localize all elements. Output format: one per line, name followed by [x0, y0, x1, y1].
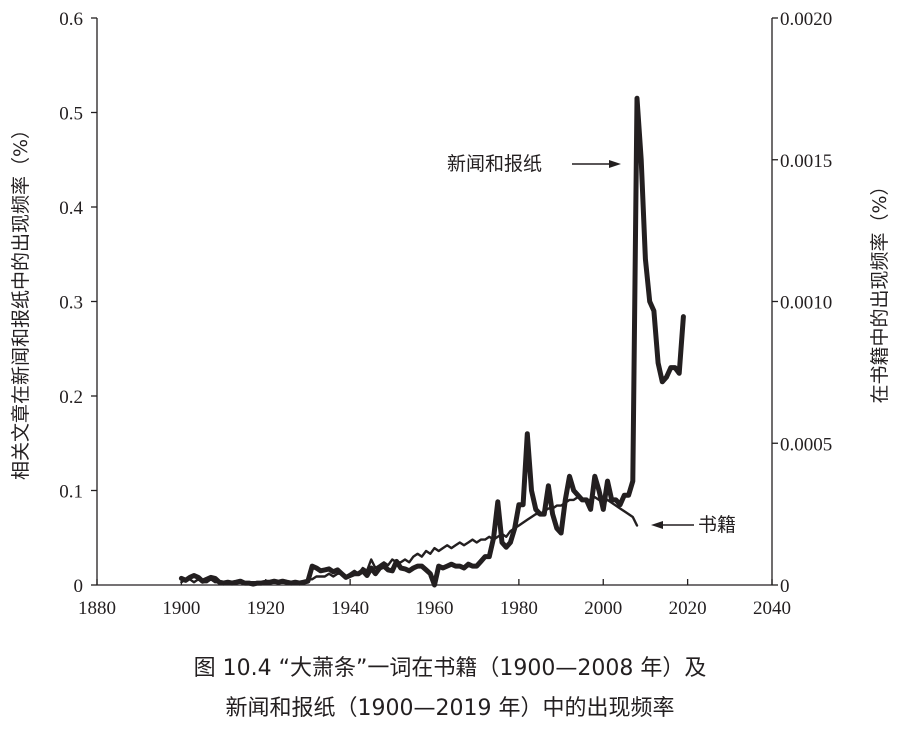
y-tick-label-left: 0.4 — [59, 198, 83, 219]
series-lines — [178, 95, 686, 588]
x-tick-label: 1900 — [162, 598, 200, 619]
x-tick-label: 1920 — [247, 598, 285, 619]
figure-caption-line2: 新闻和报纸（1900—2019 年）中的出现频率 — [225, 696, 675, 721]
x-tick-label: 1980 — [500, 598, 538, 619]
y-tick-label-right: 0 — [780, 576, 790, 597]
x-tick-label: 2000 — [584, 598, 622, 619]
y-tick-label-left: 0.6 — [59, 9, 83, 30]
annotation-books: 书籍 — [698, 514, 736, 536]
arrowhead-books — [651, 521, 663, 529]
x-tick-label: 2040 — [753, 598, 791, 619]
y-tick-label-left: 0.1 — [59, 482, 83, 503]
series-line-newspapers — [178, 95, 686, 588]
x-tick-label: 1880 — [78, 598, 116, 619]
y-tick-label-right: 0.0015 — [780, 151, 832, 172]
axes — [96, 18, 773, 586]
x-tick-label: 1940 — [331, 598, 369, 619]
arrowhead-newspapers — [609, 160, 621, 168]
y-tick-label-left: 0.3 — [59, 293, 83, 314]
y-tick-label-left: 0.5 — [59, 104, 83, 125]
y-axis-label-left: 相关文章在新闻和报纸中的出现频率（%） — [10, 120, 32, 480]
y-axis-label-right: 在书籍中的出现频率（%） — [869, 176, 891, 403]
figure-caption-line1: 图 10.4 “大萧条”一词在书籍（1900—2008 年）及 — [193, 656, 707, 681]
y-tick-label-right: 0.0005 — [780, 434, 832, 455]
y-tick-label-right: 0.0010 — [780, 293, 832, 314]
x-tick-label: 2020 — [669, 598, 707, 619]
y-tick-label-right: 0.0020 — [780, 9, 832, 30]
x-tick-label: 1960 — [416, 598, 454, 619]
ticks: 1880 1900 1920 1940 1960 1980 2000 2020 204000.1… — [59, 9, 832, 619]
y-tick-label-left: 0.2 — [59, 387, 83, 408]
y-tick-label-left: 0 — [74, 576, 84, 597]
annotation-newspapers: 新闻和报纸 — [447, 153, 542, 175]
